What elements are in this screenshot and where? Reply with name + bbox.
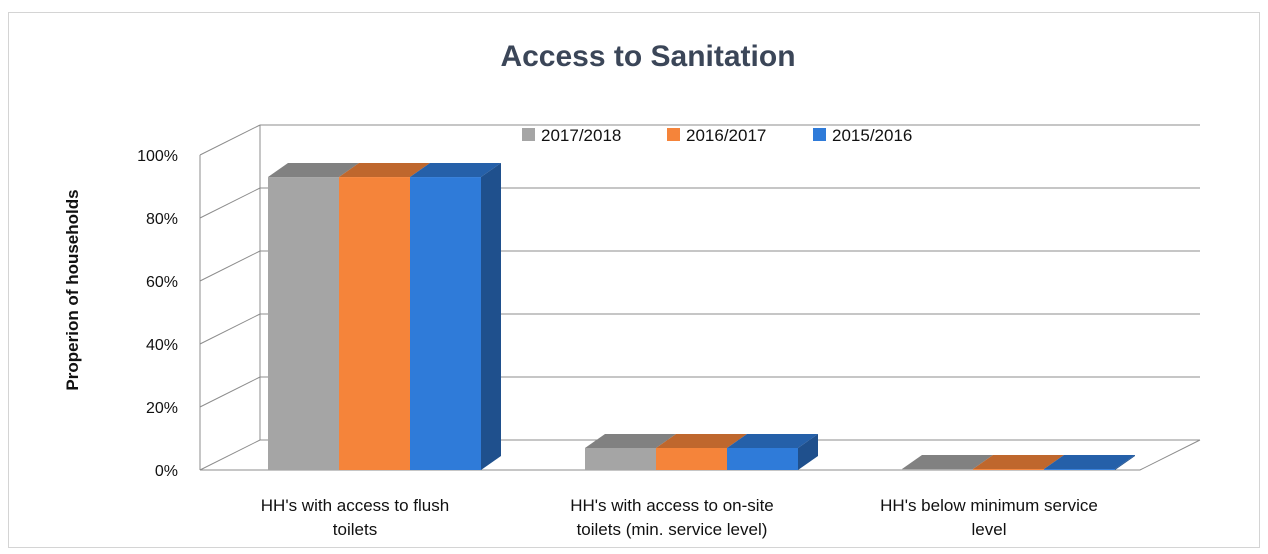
legend: 2017/2018 2016/2017 2015/2016 — [522, 126, 912, 145]
side-gridline — [199, 439, 261, 471]
bar-front — [656, 447, 727, 470]
bar-top — [339, 163, 430, 178]
bar-top — [1044, 455, 1135, 470]
bar-front — [585, 447, 656, 470]
x-category-label: HH's below minimum service level — [880, 496, 1098, 539]
y-tick-label: 60% — [146, 274, 178, 291]
legend-entry: 2015/2016 — [813, 126, 912, 145]
bar-top — [268, 163, 359, 178]
legend-label: 2015/2016 — [832, 126, 912, 145]
bars — [268, 163, 1135, 471]
bar-top — [727, 433, 818, 448]
bar-front — [339, 177, 410, 471]
legend-swatch — [522, 128, 535, 141]
bar-front — [410, 177, 481, 471]
bar — [410, 163, 501, 471]
bar-side — [798, 433, 818, 470]
y-tick-label: 40% — [146, 337, 178, 354]
side-gridline — [199, 187, 261, 219]
bar-top — [410, 163, 501, 178]
side-gridline — [199, 250, 261, 282]
y-axis-ticks: 0% 20% 40% 60% 80% 100% — [137, 148, 178, 480]
legend-swatch — [667, 128, 680, 141]
bar — [268, 163, 359, 471]
y-tick-label: 80% — [146, 211, 178, 228]
bar — [339, 163, 430, 471]
bar — [727, 433, 818, 470]
bar-front — [973, 469, 1044, 470]
bar-side — [481, 163, 501, 471]
y-axis-label: Properion of households — [63, 189, 82, 390]
x-axis-categories: HH's with access to flush toilets HH's wit… — [261, 496, 1098, 539]
legend-label: 2016/2017 — [686, 126, 766, 145]
floor-edge — [200, 439, 1201, 471]
y-tick-label: 20% — [146, 400, 178, 417]
chart-title: Access to Sanitation — [500, 40, 795, 73]
side-gridline — [199, 376, 261, 408]
bar-top — [902, 455, 993, 470]
legend-entry: 2017/2018 — [522, 126, 621, 145]
y-tick-label: 100% — [137, 148, 178, 165]
bar-front — [902, 469, 973, 470]
x-category-label: HH's with access to flush toilets — [261, 496, 449, 539]
bar-side — [1115, 455, 1135, 470]
legend-label: 2017/2018 — [541, 126, 621, 145]
bar-top — [973, 455, 1064, 470]
bar — [656, 433, 747, 470]
bar — [1044, 455, 1135, 470]
side-gridline — [199, 313, 261, 345]
chart-frame — [8, 12, 1260, 548]
x-category-label: HH's with access to on-site toilets (min.… — [570, 496, 774, 539]
bar-front — [268, 177, 339, 471]
bar-front — [727, 447, 798, 470]
legend-swatch — [813, 128, 826, 141]
y-tick-label: 0% — [155, 463, 178, 480]
bar-top — [585, 433, 676, 448]
bar — [973, 455, 1064, 470]
side-gridline — [199, 124, 261, 156]
legend-entry: 2016/2017 — [667, 126, 766, 145]
bar — [585, 433, 676, 470]
bar-front — [1044, 469, 1115, 470]
bar — [902, 455, 993, 470]
bar-top — [656, 433, 747, 448]
